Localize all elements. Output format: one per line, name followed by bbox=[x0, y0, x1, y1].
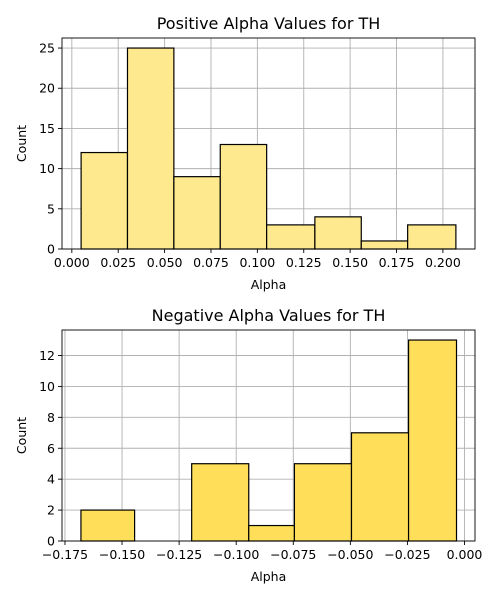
x-tick-label: 0.100 bbox=[239, 255, 275, 270]
chart-title: Negative Alpha Values for TH bbox=[152, 306, 386, 325]
y-tick-label: 0 bbox=[47, 534, 55, 549]
x-tick-label: 0.200 bbox=[425, 255, 461, 270]
y-tick-label: 2 bbox=[47, 503, 55, 518]
x-tick-label: 0.075 bbox=[193, 255, 229, 270]
y-tick-label: 25 bbox=[39, 41, 55, 56]
y-tick-label: 8 bbox=[47, 410, 55, 425]
histogram-bar bbox=[350, 432, 410, 542]
y-axis-label: Count bbox=[14, 417, 29, 454]
x-tick-label: 0.125 bbox=[286, 255, 322, 270]
x-axis-label: Alpha bbox=[251, 569, 287, 584]
histogram-bar bbox=[191, 463, 250, 542]
histogram-bar bbox=[407, 224, 457, 250]
y-axis-label: Count bbox=[14, 125, 29, 162]
x-tick-label: 0.175 bbox=[379, 255, 415, 270]
chart-title: Positive Alpha Values for TH bbox=[157, 14, 381, 33]
x-tick-label: −0.125 bbox=[156, 547, 202, 562]
x-tick-label: −0.075 bbox=[270, 547, 316, 562]
x-tick-label: 0.025 bbox=[100, 255, 136, 270]
bars bbox=[80, 339, 458, 542]
y-tick-label: 15 bbox=[39, 121, 55, 136]
x-tick-label: −0.100 bbox=[213, 547, 259, 562]
y-tick-label: 6 bbox=[47, 441, 55, 456]
x-axis-label: Alpha bbox=[251, 277, 287, 292]
x-tick-label: −0.175 bbox=[42, 547, 88, 562]
histogram-bar bbox=[173, 176, 221, 250]
x-tick-label: −0.050 bbox=[327, 547, 373, 562]
histogram-bar bbox=[360, 240, 409, 250]
y-tick-label: 10 bbox=[39, 379, 55, 394]
x-tick-label: −0.150 bbox=[99, 547, 145, 562]
axes-frame bbox=[61, 37, 476, 250]
y-tick-label: 0 bbox=[47, 242, 55, 257]
y-tick-label: 4 bbox=[47, 472, 55, 487]
histogram-bar bbox=[219, 143, 268, 250]
y-tick-label: 5 bbox=[47, 201, 55, 216]
histogram-bar bbox=[407, 339, 458, 542]
y-ticks: 0 2 4 6 8 10 12 bbox=[39, 348, 62, 549]
x-ticks: −0.175 −0.150 −0.125 −0.100 −0.075 −0.050 −0.0… bbox=[42, 541, 483, 562]
axes-frame bbox=[61, 329, 476, 542]
x-ticks: 0.000 0.025 0.050 0.075 0.100 0.125 0.150 0.175… bbox=[54, 249, 461, 270]
histogram-bar bbox=[293, 463, 353, 542]
x-tick-label: 0.150 bbox=[332, 255, 368, 270]
x-tick-label: −0.025 bbox=[384, 547, 430, 562]
histogram-bar bbox=[266, 224, 316, 250]
y-tick-label: 10 bbox=[39, 161, 55, 176]
subplot-1: 0.000 0.025 0.050 0.075 0.100 0.125 0.150 0.175… bbox=[14, 14, 476, 292]
y-tick-label: 20 bbox=[39, 81, 55, 96]
x-tick-label: 0.050 bbox=[147, 255, 183, 270]
bars bbox=[80, 47, 457, 250]
histogram-bar bbox=[80, 509, 136, 542]
histogram-bar bbox=[126, 47, 175, 250]
histogram-bar bbox=[314, 216, 362, 250]
x-tick-label: 0.000 bbox=[447, 547, 483, 562]
y-ticks: 0 5 10 15 20 25 bbox=[39, 41, 62, 257]
x-tick-label: 0.000 bbox=[54, 255, 90, 270]
histogram-bar bbox=[80, 151, 129, 250]
y-tick-label: 12 bbox=[39, 348, 55, 363]
subplot-2: −0.175 −0.150 −0.125 −0.100 −0.075 −0.050 −0.0… bbox=[14, 306, 482, 584]
histogram-bar bbox=[248, 524, 296, 542]
